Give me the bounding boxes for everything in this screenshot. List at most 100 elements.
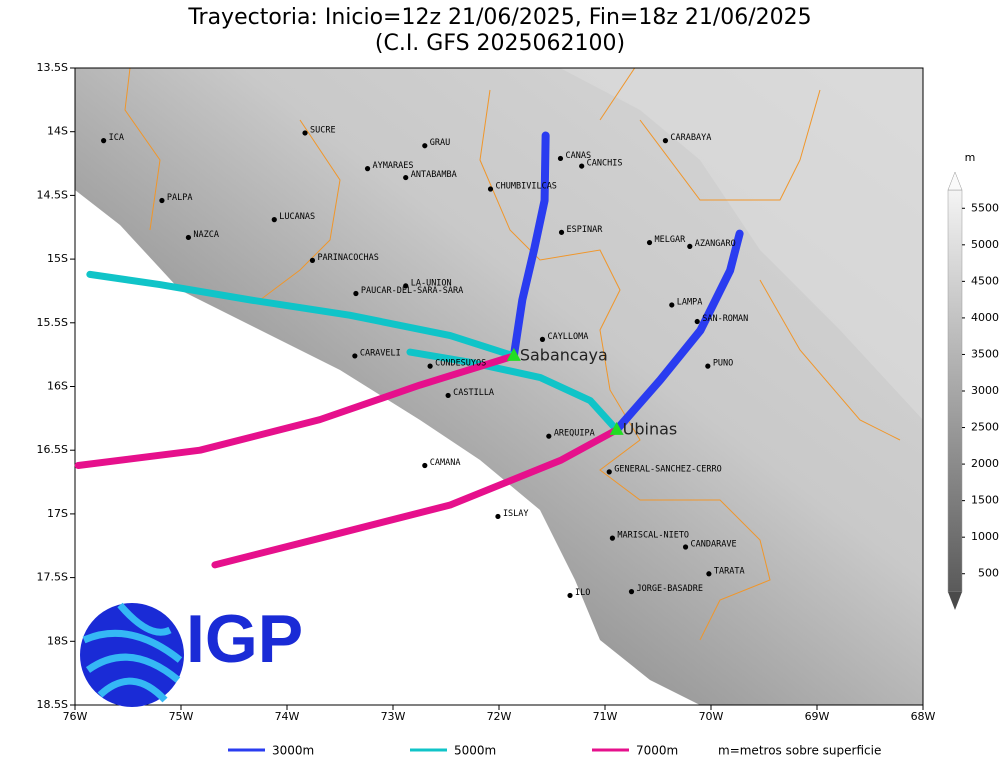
x-tick-label: 73W xyxy=(381,710,406,723)
town-dot xyxy=(706,571,712,577)
colorbar-label: 3000 xyxy=(971,384,999,397)
y-tick-label: 13.5S xyxy=(37,61,68,74)
town-dot xyxy=(662,138,669,144)
town-label: ISLAY xyxy=(503,509,529,519)
legend-label: 5000m xyxy=(454,744,496,758)
town-dot xyxy=(309,257,316,263)
y-tick-label: 18.5S xyxy=(37,698,68,711)
town-label: PAUCAR-DEL-SARA-SARA xyxy=(361,286,463,296)
town-dot xyxy=(427,363,433,369)
town-dot xyxy=(557,155,564,162)
volcano-label: Ubinas xyxy=(623,419,678,438)
x-tick-label: 71W xyxy=(593,710,618,723)
y-tick-label: 16.5S xyxy=(37,443,68,456)
town-label: GRAU xyxy=(430,138,450,148)
volcano xyxy=(609,421,624,435)
y-tick-label: 14.5S xyxy=(37,188,68,201)
town-label: CONDESUYOS xyxy=(435,359,486,369)
town-label: AREQUIPA xyxy=(554,429,595,439)
town-dot xyxy=(185,234,192,241)
town-label: AYMARAES xyxy=(373,161,414,171)
town-label: AZANGARO xyxy=(695,239,736,249)
town-dot xyxy=(705,363,711,369)
colorbar-label: 1000 xyxy=(971,530,999,543)
town-dot xyxy=(546,433,552,439)
trajectory xyxy=(86,270,518,360)
town-dot xyxy=(159,197,165,204)
town-dot xyxy=(403,174,409,181)
y-tick-label: 17.5S xyxy=(37,571,68,584)
town-dot xyxy=(682,544,689,550)
colorbar-label: 500 xyxy=(978,567,999,580)
town-dot xyxy=(101,138,107,144)
colorbar xyxy=(947,189,963,593)
y-tick-label: 14S xyxy=(47,125,68,138)
x-tick-label: 68W xyxy=(911,710,936,723)
town-label: LAMPA xyxy=(677,297,703,307)
town-dot xyxy=(422,462,428,469)
town-dot xyxy=(567,592,573,599)
x-tick-label: 76W xyxy=(63,710,88,723)
x-tick-label: 70W xyxy=(699,710,724,723)
town-dot xyxy=(364,166,371,172)
town-dot xyxy=(422,143,428,149)
town-label: CHUMBIVILCAS xyxy=(496,182,557,192)
town-label: ESPINAR xyxy=(567,225,604,235)
town-dot xyxy=(606,469,612,475)
town-label: MELGAR xyxy=(655,235,687,245)
y-tick-label: 15S xyxy=(47,252,68,265)
town-dot xyxy=(495,513,501,520)
town-dot xyxy=(353,290,359,297)
town-dot xyxy=(579,163,585,169)
subtitle: (C.I. GFS 2025062100) xyxy=(375,31,625,56)
x-tick-label: 69W xyxy=(805,710,830,723)
town-label: JORGE-BASADRE xyxy=(637,584,704,594)
town-label: CANAS xyxy=(565,151,591,161)
trajectory xyxy=(509,131,550,360)
town-dot xyxy=(539,336,546,342)
legend-label: 3000m xyxy=(272,744,314,758)
town-label: SUCRE xyxy=(310,125,336,135)
town-dot xyxy=(609,535,616,541)
y-tick-label: 16S xyxy=(47,380,68,393)
town-dot xyxy=(271,217,277,223)
trajectory xyxy=(406,348,621,434)
map-area xyxy=(75,68,923,705)
town-dot xyxy=(352,353,358,359)
volcano-label: Sabancaya xyxy=(520,345,608,364)
town-dot xyxy=(445,392,451,399)
trajectory xyxy=(74,352,518,469)
town-label: CAYLLOMA xyxy=(547,332,588,342)
town-dot xyxy=(628,589,635,595)
town-dot xyxy=(669,302,675,308)
town-label: PALPA xyxy=(167,193,193,203)
town-label: GENERAL-SANCHEZ-CERRO xyxy=(614,464,721,474)
trajectory xyxy=(211,426,621,569)
colorbar-label: 2500 xyxy=(971,421,999,434)
town-label: LA-UNION xyxy=(411,278,452,288)
town-label: NAZCA xyxy=(193,230,219,240)
title: Trayectoria: Inicio=12z 21/06/2025, Fin=… xyxy=(187,5,811,30)
colorbar-label: 5500 xyxy=(971,201,999,214)
town-label: CASTILLA xyxy=(453,388,494,398)
legend: 3000m 5000m 7000m m=metros sobre superficie xyxy=(228,744,881,758)
town-label: ICA xyxy=(109,133,124,143)
x-tick-label: 72W xyxy=(487,710,512,723)
volcano xyxy=(506,347,521,361)
y-tick-label: 17S xyxy=(47,507,68,520)
town-dot xyxy=(687,243,693,249)
town-label: TARATA xyxy=(714,566,745,576)
town-label: CANCHIS xyxy=(587,159,623,169)
x-tick-label: 74W xyxy=(275,710,300,723)
legend-label: 7000m xyxy=(636,744,678,758)
colorbar-label: 2000 xyxy=(971,457,999,470)
town-label: ANTABAMBA xyxy=(411,170,457,180)
town-label: CANDARAVE xyxy=(691,540,737,550)
altiplano xyxy=(560,68,923,420)
colorbar-unit: m xyxy=(965,151,976,164)
logo-swoosh xyxy=(82,602,183,703)
town-label: LUCANAS xyxy=(279,212,315,222)
town-dot xyxy=(403,283,409,289)
town-label: CAMANA xyxy=(430,458,461,468)
